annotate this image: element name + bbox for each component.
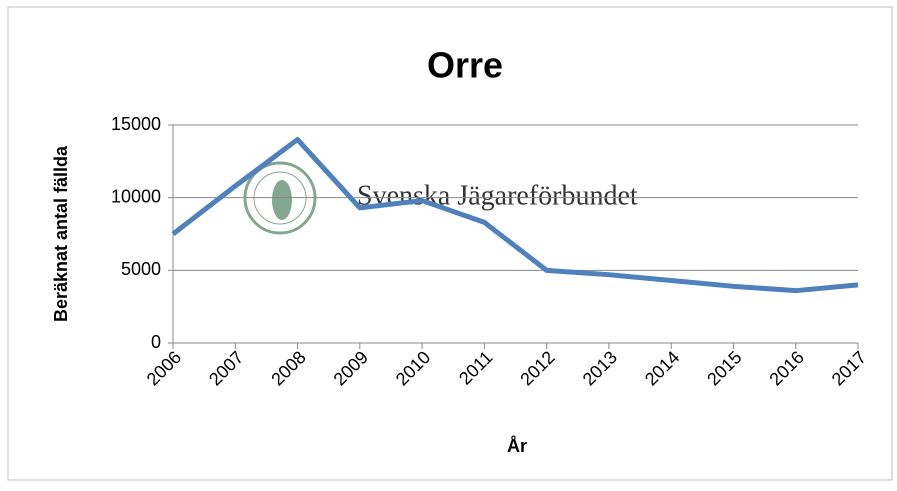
chart-title: Orre [427,45,503,86]
y-axis-label: Beräknat antal fällda [51,145,71,322]
y-tick-label: 10000 [111,186,161,206]
y-tick-label: 0 [151,332,161,352]
y-tick-label: 15000 [111,114,161,134]
line-series [171,137,859,294]
chart-border [7,6,893,481]
watermark-text: Svenska Jägareförbundet [357,180,638,211]
x-axis-label: År [507,436,527,456]
y-tick-label: 5000 [121,259,161,279]
